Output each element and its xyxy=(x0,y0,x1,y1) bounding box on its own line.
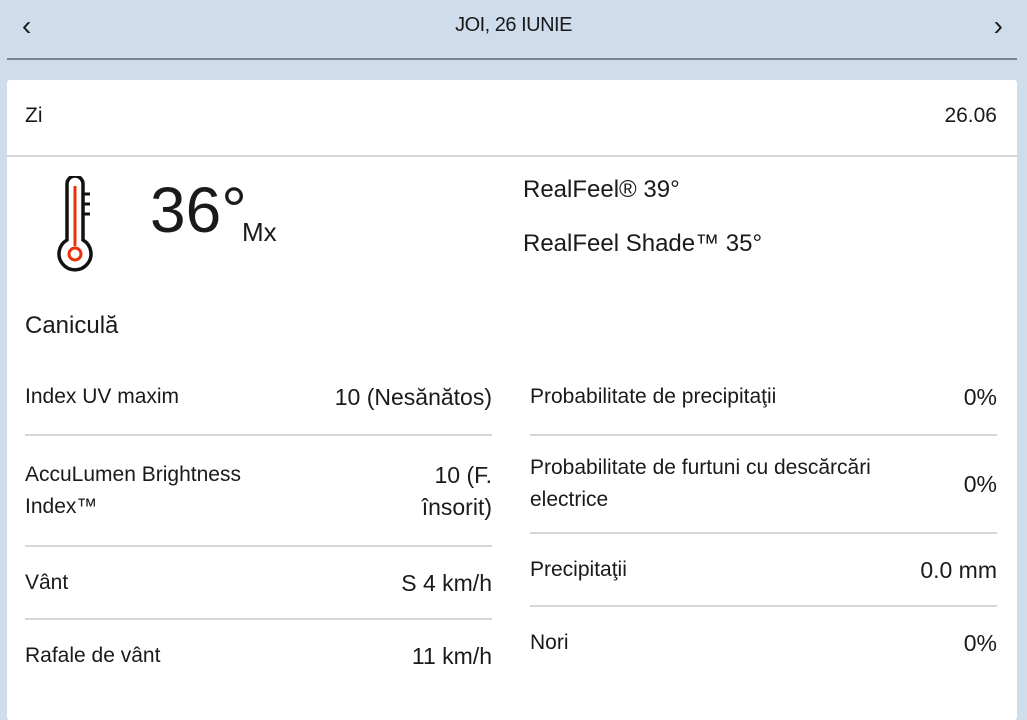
detail-value: 0% xyxy=(963,384,997,410)
detail-label: Rafale de vânt xyxy=(25,644,161,667)
detail-label: AccuLumen Brightness Index™ xyxy=(25,462,241,518)
detail-row: AccuLumen Brightness Index™ 10 (F. însor… xyxy=(25,436,492,547)
day-header: ‹ JOI, 26 IUNIE › xyxy=(0,0,1027,58)
detail-label: Nori xyxy=(530,631,569,654)
detail-label: Probabilitate de furtuni cu descărcări e… xyxy=(530,456,871,511)
detail-row: Precipitaţii 0.0 mm xyxy=(530,534,997,607)
detail-label: Probabilitate de precipitaţii xyxy=(530,385,777,408)
details-right: Probabilitate de precipitaţii 0% Probabi… xyxy=(530,360,997,679)
detail-row: Rafale de vânt 11 km/h xyxy=(25,620,492,692)
day-row: Zi 26.06 xyxy=(7,80,1017,157)
details-left: Index UV maxim 10 (Nesănătos) AccuLumen … xyxy=(25,360,492,692)
weather-condition: Caniculă xyxy=(25,312,119,339)
detail-value: 10 (Nesănătos) xyxy=(334,384,492,410)
detail-row: Probabilitate de precipitaţii 0% xyxy=(530,360,997,436)
day-date: 26.06 xyxy=(944,104,997,127)
detail-label: Precipitaţii xyxy=(530,557,627,581)
detail-label: Index UV maxim xyxy=(25,385,180,408)
detail-label: Vânt xyxy=(25,570,69,594)
realfeel-shade: RealFeel Shade™ 35° xyxy=(523,230,763,257)
temperature-unit: Mx xyxy=(242,217,277,247)
header-divider xyxy=(7,58,1017,60)
detail-value: S 4 km/h xyxy=(401,569,492,596)
detail-row: Nori 0% xyxy=(530,607,997,679)
next-day-button[interactable]: › xyxy=(993,10,1003,41)
previous-day-button[interactable]: ‹ xyxy=(22,10,32,41)
detail-row: Vânt S 4 km/h xyxy=(25,547,492,620)
detail-value: 10 (F. însorit) xyxy=(421,461,492,520)
detail-row: Probabilitate de furtuni cu descărcări e… xyxy=(530,436,997,534)
day-label: Zi xyxy=(25,104,43,127)
thermometer-icon xyxy=(57,176,93,272)
day-title: JOI, 26 IUNIE xyxy=(455,14,572,36)
day-forecast-card: Zi 26.06 36° Mx RealFeel® 39° RealFeel S… xyxy=(7,80,1017,720)
detail-row: Index UV maxim 10 (Nesănătos) xyxy=(25,360,492,436)
detail-value: 11 km/h xyxy=(411,643,492,669)
max-temperature: 36° xyxy=(150,174,247,246)
detail-value: 0% xyxy=(963,471,997,497)
realfeel: RealFeel® 39° xyxy=(523,176,680,203)
detail-value: 0.0 mm xyxy=(920,556,997,583)
detail-value: 0% xyxy=(963,630,997,656)
